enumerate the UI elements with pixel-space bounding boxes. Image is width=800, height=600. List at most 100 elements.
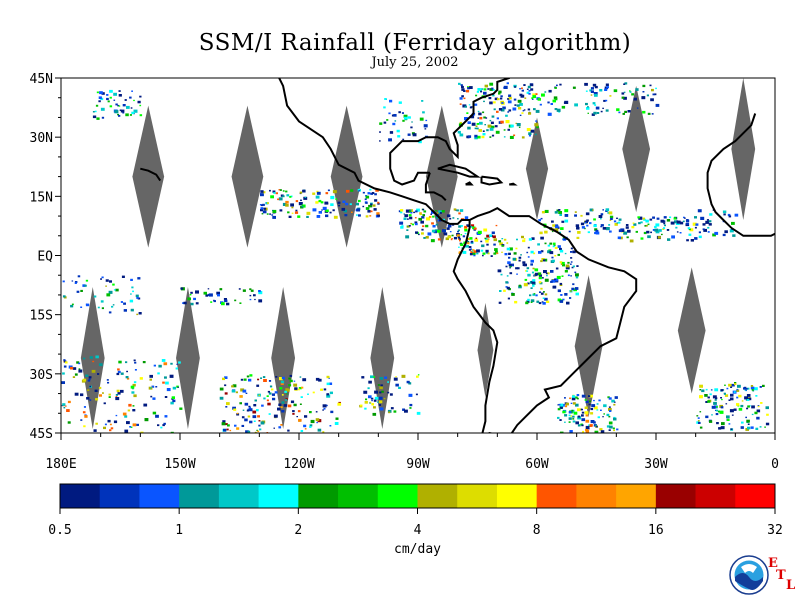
rain-cell — [493, 108, 496, 111]
rain-cell — [106, 379, 109, 381]
rain-cell — [721, 422, 725, 426]
rain-cell — [505, 265, 508, 268]
rain-cell — [243, 378, 247, 381]
rain-cell — [461, 88, 465, 91]
rain-cell — [536, 126, 539, 129]
rain-cell — [574, 287, 579, 290]
rain-cell — [593, 111, 597, 115]
rain-cell — [245, 392, 248, 394]
rain-cell — [402, 408, 405, 411]
rain-cell — [242, 409, 245, 411]
rain-cell — [287, 429, 290, 432]
rain-cell — [150, 387, 152, 389]
rain-cell — [281, 410, 285, 413]
rain-cell — [326, 404, 328, 407]
rain-cell — [301, 204, 306, 208]
rain-cell — [699, 389, 702, 391]
rain-cell — [524, 97, 527, 99]
rain-cell — [438, 219, 442, 222]
rain-cell — [605, 208, 610, 212]
rain-cell — [290, 400, 295, 404]
rain-cell — [112, 304, 115, 306]
rain-cell — [477, 110, 480, 113]
rain-cell — [62, 280, 65, 283]
rain-cell — [572, 250, 576, 254]
map-title: SSM/I Rainfall (Ferriday algorithm) — [198, 30, 632, 56]
rain-cell — [80, 393, 84, 397]
rain-cell — [516, 104, 520, 107]
rain-cell — [728, 399, 731, 401]
rain-cell — [633, 97, 637, 101]
rain-cell — [508, 94, 512, 97]
rain-cell — [300, 199, 302, 201]
rain-cell — [99, 394, 102, 397]
rain-cell — [496, 98, 500, 101]
rain-cell — [473, 254, 476, 257]
rain-cell — [373, 208, 377, 211]
rain-cell — [268, 380, 272, 382]
rain-cell — [558, 209, 561, 211]
rain-cell — [99, 91, 103, 95]
rain-cell — [249, 294, 252, 297]
rain-cell — [570, 275, 572, 277]
rain-cell — [371, 192, 375, 194]
rain-cell — [290, 195, 293, 198]
rain-cell — [226, 402, 230, 406]
rain-cell — [407, 225, 410, 228]
rain-cell — [559, 247, 562, 251]
rain-cell — [370, 210, 373, 213]
coastline — [278, 78, 499, 433]
rain-cell — [498, 108, 503, 111]
rain-cell — [741, 421, 744, 424]
rain-cell — [195, 290, 199, 294]
rain-cell — [530, 250, 534, 254]
rain-cell — [611, 399, 615, 403]
rain-cell — [472, 252, 476, 255]
rain-cell — [532, 267, 535, 270]
rain-cell — [262, 191, 266, 194]
rain-cell — [513, 98, 517, 101]
rain-cell — [592, 102, 596, 105]
rain-cell — [372, 412, 377, 416]
rain-cell — [480, 90, 483, 93]
rain-cell — [600, 213, 604, 216]
rain-cell — [157, 424, 160, 427]
rain-cell — [511, 293, 515, 296]
rain-cell — [484, 237, 487, 240]
rain-cell — [616, 108, 620, 112]
rain-cell — [431, 211, 435, 214]
rain-cell — [494, 250, 498, 254]
rain-cell — [608, 406, 611, 408]
rain-cell — [554, 278, 556, 281]
rain-cell — [483, 88, 487, 91]
rain-cell — [522, 110, 525, 112]
rain-cell — [572, 420, 576, 423]
rain-cell — [98, 100, 101, 103]
rain-cell — [299, 403, 302, 405]
rain-cell — [335, 198, 338, 200]
rain-cell — [445, 237, 449, 241]
rain-cell — [580, 222, 585, 226]
rain-cell — [759, 426, 762, 428]
rain-cell — [507, 100, 512, 104]
rain-cell — [94, 110, 97, 113]
rain-cell — [544, 209, 549, 213]
rain-cell — [749, 405, 751, 407]
rain-cell — [724, 230, 728, 234]
rain-cell — [464, 105, 467, 108]
rain-cell — [581, 414, 584, 417]
rain-cell — [330, 410, 334, 414]
rain-cell — [585, 414, 589, 417]
rain-cell — [365, 215, 369, 218]
rain-cell — [95, 104, 99, 107]
rain-cell — [525, 301, 529, 305]
rain-cell — [730, 393, 734, 397]
rain-cell — [658, 229, 662, 232]
lon-label: 90W — [406, 457, 430, 472]
rain-cell — [722, 233, 726, 237]
rain-cell — [464, 225, 468, 229]
rain-cell — [129, 114, 132, 116]
rain-cell — [122, 412, 127, 416]
rain-cell — [532, 279, 536, 282]
rain-cell — [161, 359, 166, 362]
